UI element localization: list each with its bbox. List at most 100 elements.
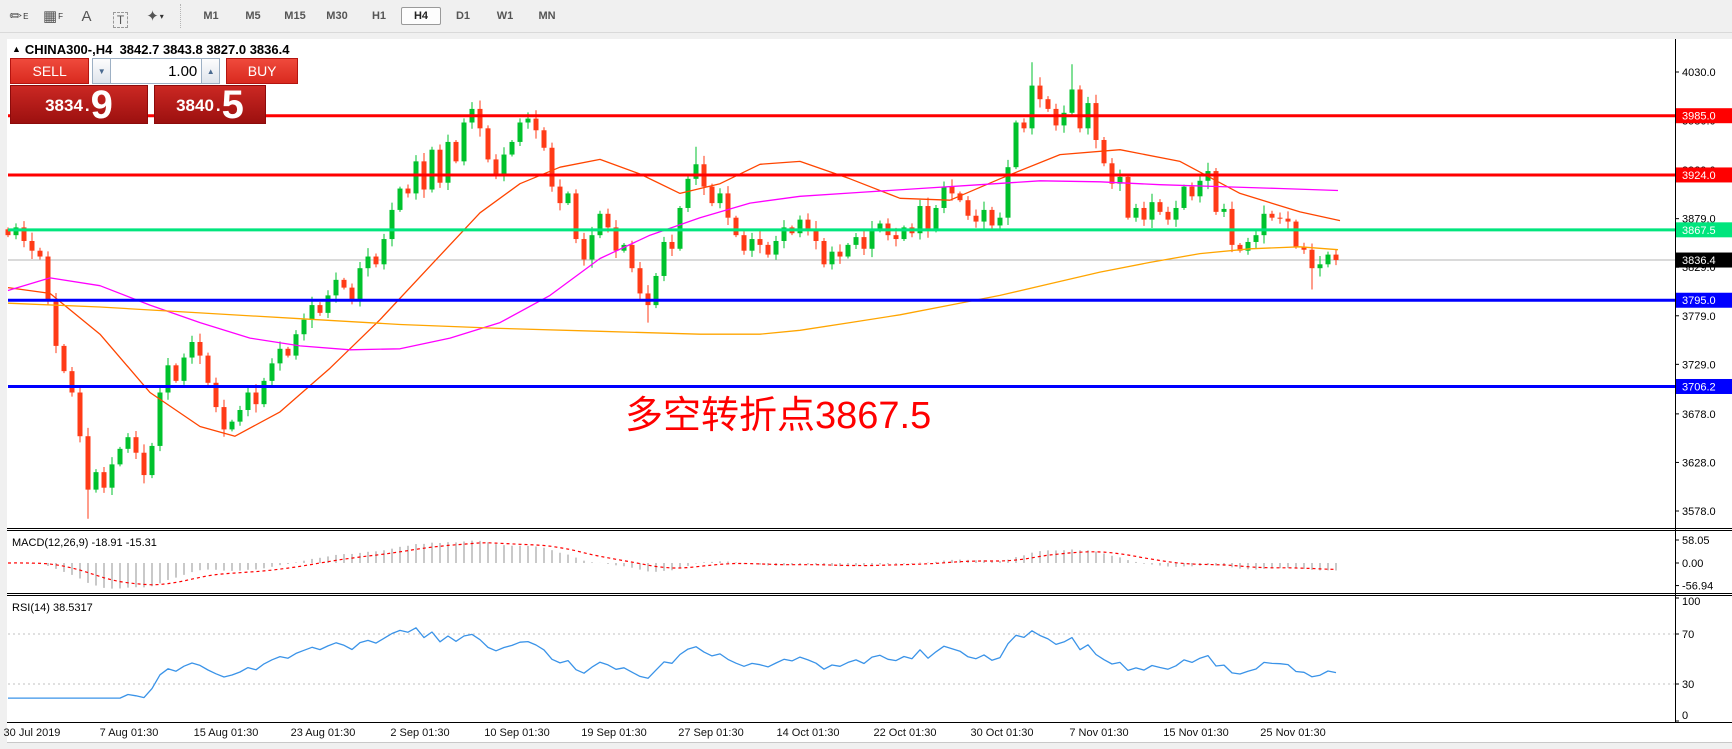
macd-tick-label: -56.94 [1682, 581, 1713, 593]
candle-body [237, 409, 243, 422]
candle-body [69, 371, 75, 393]
volume-decrease-button[interactable]: ▼ [92, 58, 112, 84]
timeframe-button-h1[interactable]: H1 [371, 10, 387, 22]
date-tick-label: 15 Aug 01:30 [194, 727, 259, 739]
candle-body [893, 235, 899, 240]
candle-body [1029, 85, 1035, 129]
candle-body [1325, 254, 1331, 265]
rsi-tick-label: 70 [1682, 629, 1694, 641]
toolbar-separator [180, 4, 182, 28]
candle-body [325, 295, 331, 313]
candle-body [413, 161, 419, 194]
timeframe-button-m30[interactable]: M30 [326, 10, 348, 22]
rsi-tick-label: 0 [1682, 710, 1688, 722]
candle-body [277, 348, 283, 364]
candle-body [733, 217, 739, 236]
candle-body [989, 209, 995, 226]
candle-body [629, 244, 635, 269]
timeframe-button-h4[interactable]: H4 [401, 7, 441, 25]
timeframe-button-w1[interactable]: W1 [496, 10, 514, 22]
text-label-icon[interactable]: A [81, 8, 92, 25]
candle-body [1125, 176, 1131, 218]
candle-body [1013, 122, 1019, 168]
candle-body [429, 149, 435, 190]
level-price-badge-text: 3867.5 [1682, 225, 1716, 237]
candle-body [157, 392, 163, 446]
date-tick-label: 2 Sep 01:30 [390, 727, 449, 739]
timeframe-bar: M1 M5 M15 M30 H1 H4 D1 W1 MN [190, 7, 568, 25]
timeframe-button-m1[interactable]: M1 [203, 10, 219, 22]
annotation-text: 多空转折点3867.5 [625, 395, 931, 437]
candle-body [285, 348, 291, 356]
date-tick-label: 19 Sep 01:30 [581, 727, 646, 739]
price-tick-label: 3628.0 [1682, 457, 1716, 469]
buy-price-display[interactable]: 3840. 5 [154, 85, 266, 125]
candle-body [509, 141, 515, 155]
arrow-shapes-icon[interactable]: ✦ ▾ [146, 8, 164, 25]
candle-body [925, 206, 931, 230]
sell-button[interactable]: SELL [10, 58, 90, 84]
candle-body [877, 223, 883, 230]
level-price-badge-text: 3795.0 [1682, 295, 1716, 307]
candle-body [165, 365, 171, 393]
candle-body [573, 193, 579, 240]
candle-body [1165, 211, 1171, 220]
symbol-name: CHINA300-,H4 [24, 42, 113, 57]
candle-body [781, 227, 787, 241]
price-tick-label: 3729.0 [1682, 359, 1716, 371]
date-tick-label: 7 Aug 01:30 [100, 727, 159, 739]
candle-body [437, 149, 443, 183]
candle-body [149, 445, 155, 476]
candle-body [1261, 213, 1267, 236]
candle-body [917, 206, 923, 234]
candle-body [773, 240, 779, 255]
text-box-icon[interactable]: T [106, 4, 136, 28]
level-price-badge [1676, 108, 1732, 124]
rsi-tick-label: 30 [1682, 679, 1694, 691]
buy-button[interactable]: BUY [226, 58, 298, 84]
candle-body [373, 256, 379, 265]
date-tick-label: 10 Sep 01:30 [484, 727, 549, 739]
candle-body [1309, 249, 1315, 269]
fibo-grid-icon[interactable]: ▦ F [42, 8, 64, 25]
candle-body [1253, 235, 1259, 242]
ma-slow-orange [7, 246, 1339, 335]
candle-body [941, 186, 947, 208]
chart-canvas[interactable]: 多空转折点3867.54030.03980.03929.03879.03829.… [0, 33, 1732, 749]
sell-price-display[interactable]: 3834. 9 [10, 83, 148, 127]
candle-body [317, 305, 323, 313]
candle-body [445, 141, 451, 183]
candle-body [957, 193, 963, 201]
candle-body [581, 239, 587, 260]
candle-body [725, 193, 731, 218]
candle-body [525, 118, 531, 123]
candle-body [205, 355, 211, 383]
date-tick-label: 25 Nov 01:30 [1260, 727, 1325, 739]
volume-increase-button[interactable]: ▲ [201, 58, 221, 84]
candle-body [717, 193, 723, 204]
sell-price-dot: . [84, 96, 90, 115]
expand-panel-icon[interactable]: ▲ [12, 44, 21, 54]
candle-body [1197, 180, 1203, 197]
candle-body [669, 241, 675, 249]
date-tick-label: 27 Sep 01:30 [678, 727, 743, 739]
sell-price-fraction: 9 [90, 83, 113, 127]
candle-body [397, 188, 403, 210]
timeframe-button-m5[interactable]: M5 [245, 10, 261, 22]
candle-body [1005, 167, 1011, 218]
candle-body [53, 300, 59, 346]
candle-body [829, 251, 835, 265]
macd-signal-line [7, 542, 1337, 586]
candle-body [1061, 112, 1067, 126]
candle-body [141, 452, 147, 476]
candle-body [1069, 89, 1075, 113]
candle-body [1045, 99, 1051, 109]
crayon-draw-icon[interactable]: ✏ E [9, 8, 29, 25]
level-price-badge [1676, 222, 1732, 238]
timeframe-button-d1[interactable]: D1 [455, 10, 471, 22]
volume-input[interactable] [111, 58, 202, 84]
buy-price-dot: . [215, 96, 221, 115]
timeframe-button-mn[interactable]: MN [538, 10, 556, 22]
timeframe-button-m15[interactable]: M15 [284, 10, 306, 22]
